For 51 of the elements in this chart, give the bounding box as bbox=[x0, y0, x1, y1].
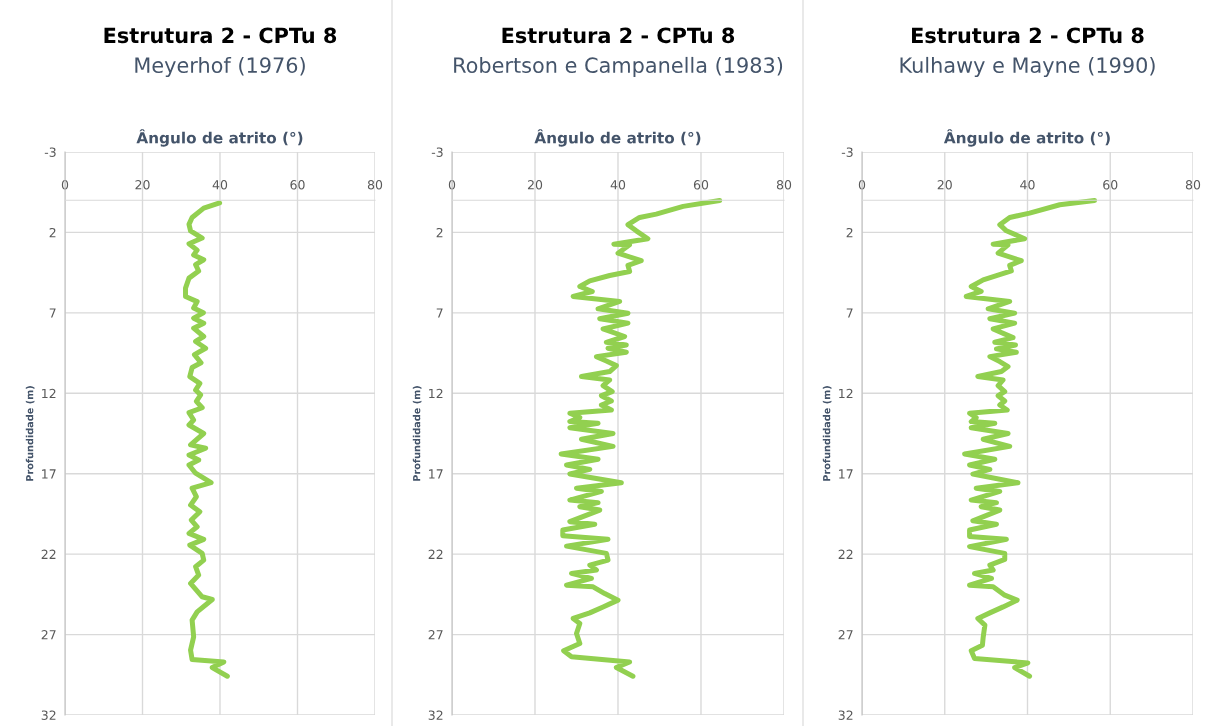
y-tick-label: 12 bbox=[429, 388, 443, 399]
x-tick-label: 80 bbox=[776, 180, 792, 190]
y-tick-label: 7 bbox=[436, 308, 443, 318]
chart-title: Estrutura 2 - CPTu 8 bbox=[104, 27, 337, 44]
y-axis-title: Profundidade (m) bbox=[412, 386, 422, 481]
y-tick-label: 17 bbox=[42, 469, 56, 479]
x-tick-label: 40 bbox=[610, 180, 626, 190]
y-axis-title: Profundidade (m) bbox=[25, 386, 35, 481]
chart-title: Estrutura 2 - CPTu 8 bbox=[912, 27, 1144, 44]
chart-subtitle: Meyerhof (1976) bbox=[135, 56, 305, 78]
y-tick-label: 7 bbox=[49, 308, 56, 318]
chart-subtitle: Kulhawy e Mayne (1990) bbox=[900, 56, 1155, 78]
y-tick-label: 7 bbox=[846, 308, 853, 318]
y-tick-label: 12 bbox=[839, 388, 853, 399]
y-tick-label: 22 bbox=[428, 549, 443, 559]
x-tick-label: 20 bbox=[135, 180, 150, 190]
x-tick-label: 60 bbox=[290, 180, 305, 190]
y-tick-label: -3 bbox=[841, 147, 853, 157]
y-tick-label: 22 bbox=[41, 549, 56, 559]
x-axis-title: Ângulo de atrito (°) bbox=[136, 129, 303, 147]
y-axis-title: Profundidade (m) bbox=[822, 386, 832, 481]
x-tick-label: 40 bbox=[1020, 180, 1035, 190]
y-tick-label: 2 bbox=[846, 227, 853, 238]
y-tick-label: 27 bbox=[838, 630, 853, 640]
x-tick-label: 0 bbox=[61, 180, 69, 190]
y-tick-label: 2 bbox=[49, 227, 56, 238]
y-tick-label: 32 bbox=[428, 710, 443, 720]
chart-subtitle: Robertson e Campanella (1983) bbox=[454, 56, 783, 78]
chart-title: Estrutura 2 - CPTu 8 bbox=[502, 27, 735, 44]
x-tick-label: 20 bbox=[937, 180, 952, 190]
x-tick-label: 60 bbox=[693, 180, 709, 190]
x-tick-label: 80 bbox=[1185, 180, 1201, 190]
y-tick-label: 22 bbox=[838, 549, 853, 559]
y-tick-label: 32 bbox=[41, 710, 56, 720]
y-tick-label: 27 bbox=[41, 630, 56, 640]
x-tick-label: 40 bbox=[212, 180, 228, 190]
x-axis-title: Ângulo de atrito (°) bbox=[943, 129, 1110, 147]
y-tick-label: 2 bbox=[436, 227, 443, 238]
x-tick-label: 20 bbox=[527, 180, 543, 190]
x-tick-label: 80 bbox=[367, 180, 383, 190]
x-axis-title: Ângulo de atrito (°) bbox=[534, 129, 701, 147]
y-tick-label: 27 bbox=[428, 630, 443, 640]
x-tick-label: 0 bbox=[858, 180, 866, 190]
x-tick-label: 0 bbox=[448, 180, 456, 190]
y-tick-label: -3 bbox=[431, 147, 443, 157]
y-tick-label: 12 bbox=[42, 388, 56, 399]
y-tick-label: 17 bbox=[429, 469, 443, 479]
y-tick-label: 17 bbox=[839, 469, 853, 479]
y-tick-label: -3 bbox=[44, 147, 56, 157]
y-tick-label: 32 bbox=[838, 710, 853, 720]
x-tick-label: 60 bbox=[1103, 180, 1118, 190]
